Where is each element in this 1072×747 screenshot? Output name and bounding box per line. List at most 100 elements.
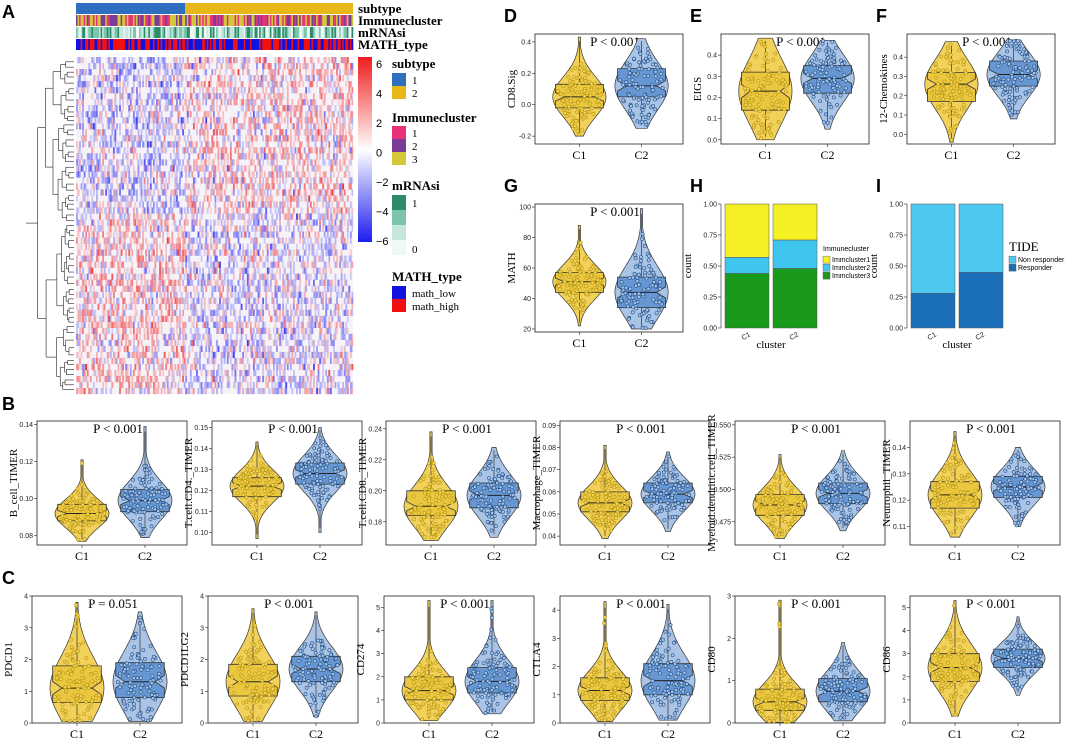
- heatmap-cell: [152, 123, 155, 130]
- heatmap-cell: [77, 165, 80, 172]
- heatmap-cell: [120, 249, 123, 256]
- heatmap-cell: [334, 105, 337, 112]
- ann-cell-math: [180, 39, 183, 50]
- heatmap-cell: [282, 153, 285, 160]
- heatmap-cell: [189, 165, 192, 172]
- ann-cell-imm: [208, 15, 211, 26]
- ann-cell-mrnasi: [237, 27, 240, 38]
- heatmap-cell: [292, 87, 295, 94]
- heatmap-cell: [94, 75, 97, 82]
- heatmap-cell: [328, 153, 331, 160]
- heatmap-cell: [140, 261, 143, 268]
- heatmap-cell: [179, 171, 181, 178]
- heatmap-cell: [240, 231, 243, 238]
- heatmap-cell: [131, 135, 134, 142]
- heatmap-cell: [189, 75, 192, 82]
- heatmap-cell: [345, 171, 348, 178]
- heatmap-cell: [203, 243, 206, 250]
- heatmap-cell: [154, 309, 157, 316]
- heatmap-cell: [137, 285, 140, 292]
- ann-cell-mrnasi: [108, 27, 111, 38]
- heatmap-cell: [348, 255, 351, 262]
- heatmap-cell: [337, 291, 340, 298]
- ann-cell-math: [345, 39, 348, 50]
- heatmap-cell: [142, 243, 145, 250]
- heatmap-cell: [168, 273, 171, 280]
- heatmap-cell: [208, 177, 211, 184]
- ann-cell-mrnasi: [294, 27, 297, 38]
- heatmap-cell: [154, 153, 157, 160]
- heatmap-cell: [166, 63, 169, 70]
- heatmap-cell: [202, 129, 205, 136]
- heatmap-cell: [326, 183, 329, 190]
- heatmap-cell: [340, 105, 343, 112]
- heatmap-cell: [292, 177, 295, 184]
- heatmap-cell: [316, 201, 318, 208]
- heatmap-cell: [302, 267, 305, 274]
- heatmap-cell: [274, 201, 277, 208]
- heatmap-cell: [294, 183, 297, 190]
- heatmap-cell: [177, 201, 180, 208]
- heatmap-cell: [343, 69, 346, 76]
- heatmap-cell: [89, 165, 92, 172]
- ann-cell-math: [106, 39, 109, 50]
- ann-cell-mrnasi: [109, 27, 112, 38]
- heatmap-cell: [323, 273, 326, 280]
- heatmap-cell: [249, 93, 252, 100]
- heatmap-cell: [236, 117, 238, 124]
- heatmap-cell: [225, 93, 228, 100]
- heatmap-cell: [223, 309, 226, 316]
- heatmap-cell: [325, 195, 328, 202]
- heatmap-cell: [202, 165, 205, 172]
- heatmap-cell: [217, 57, 220, 64]
- heatmap-cell: [162, 147, 165, 154]
- heatmap-cell: [222, 177, 225, 184]
- ann-cell-math: [342, 39, 345, 50]
- heatmap-cell: [317, 237, 320, 244]
- heatmap-cell: [102, 225, 104, 232]
- heatmap-cell: [291, 213, 294, 220]
- ann-cell-mrnasi: [339, 27, 341, 38]
- heatmap-cell: [194, 147, 197, 154]
- ann-cell-imm: [114, 15, 117, 26]
- ann-cell-imm: [212, 15, 215, 26]
- heatmap-cell: [257, 105, 260, 112]
- heatmap-cell: [252, 111, 255, 118]
- heatmap-cell: [260, 147, 263, 154]
- heatmap-cell: [200, 207, 203, 214]
- heatmap-cell: [152, 189, 155, 196]
- heatmap-cell: [265, 285, 268, 292]
- heatmap-cell: [157, 63, 160, 70]
- heatmap-cell: [279, 81, 281, 88]
- ann-cell-imm: [222, 15, 225, 26]
- heatmap-cell: [283, 291, 286, 298]
- ann-cell-imm: [325, 15, 328, 26]
- heatmap-cell: [237, 279, 240, 286]
- ann-cell-mrnasi: [317, 27, 320, 38]
- heatmap-cell: [146, 303, 149, 310]
- heatmap-cell: [279, 309, 281, 316]
- row-dendrogram: [26, 61, 74, 390]
- ann-cell-mrnasi: [162, 27, 165, 38]
- heatmap-cell: [117, 273, 120, 280]
- heatmap-cell: [326, 201, 329, 208]
- heatmap-cell: [336, 69, 338, 76]
- heatmap-cell: [269, 249, 272, 256]
- heatmap-cell: [280, 255, 283, 262]
- heatmap-cell: [116, 63, 118, 70]
- heatmap-cell: [128, 111, 131, 118]
- heatmap-cell: [143, 189, 146, 196]
- heatmap-cell: [306, 195, 309, 202]
- heatmap-cell: [179, 249, 181, 256]
- heatmap-cell: [106, 75, 109, 82]
- heatmap-cell: [305, 69, 308, 76]
- ann-cell-math: [283, 39, 286, 50]
- heatmap-cell: [234, 117, 237, 124]
- heatmap-cell: [312, 243, 315, 250]
- heatmap-cell: [331, 189, 334, 196]
- heatmap-cell: [88, 123, 91, 130]
- heatmap-cell: [234, 231, 237, 238]
- ann-cell-imm: [254, 15, 257, 26]
- heatmap-cell: [148, 93, 151, 100]
- heatmap-cell: [325, 249, 328, 256]
